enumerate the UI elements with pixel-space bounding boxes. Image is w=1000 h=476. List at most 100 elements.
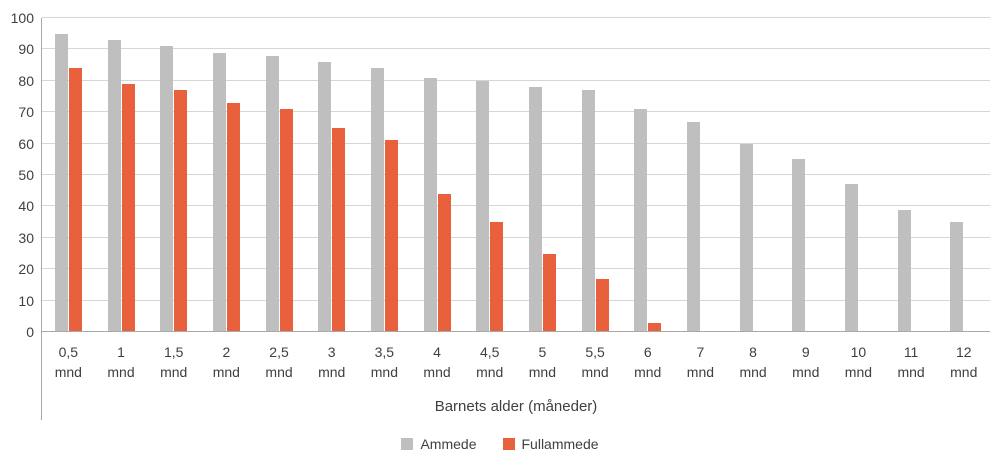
bar-ammede-7 xyxy=(686,121,700,332)
x-axis-title: Barnets alder (måneder) xyxy=(434,398,598,415)
bar-fullammede-4_5 xyxy=(490,222,504,332)
bar-group-6 xyxy=(621,18,674,332)
bar-fullammede-2 xyxy=(226,102,240,332)
bar-ammede-10 xyxy=(844,184,858,332)
x-tick-label-1: 1 mnd xyxy=(107,344,135,380)
bar-ammede-9 xyxy=(792,159,806,332)
x-tick-label-0_5: 0,5 mnd xyxy=(54,344,82,380)
x-tick-label-2_5: 2,5 mnd xyxy=(265,344,293,380)
bar-ammede-2_5 xyxy=(265,55,279,332)
bar-ammede-5 xyxy=(528,87,542,332)
gridline xyxy=(42,174,990,175)
x-tick-label-8: 8 mnd xyxy=(739,344,767,380)
bar-group-8 xyxy=(727,18,780,332)
bar-fullammede-4 xyxy=(437,193,451,332)
x-tick-label-6: 6 mnd xyxy=(634,344,662,380)
legend-item-ammede: Ammede xyxy=(401,436,477,452)
x-tick-label-5: 5 mnd xyxy=(528,344,556,380)
gridline xyxy=(42,111,990,113)
bar-group-12 xyxy=(937,18,990,332)
x-tick-label-11: 11 mnd xyxy=(897,344,925,380)
gridline xyxy=(42,17,990,18)
bar-ammede-1 xyxy=(107,39,121,332)
bar-group-2_5 xyxy=(253,18,306,332)
y-tick-label: 90 xyxy=(18,41,34,58)
y-tick-label: 100 xyxy=(10,10,34,26)
bar-ammede-4 xyxy=(423,77,437,332)
bar-ammede-2 xyxy=(212,52,226,332)
y-axis-line xyxy=(41,18,42,420)
x-tick-label-1_5: 1,5 mnd xyxy=(160,344,188,380)
y-tick-label: 70 xyxy=(18,104,34,121)
x-tick-label-9: 9 mnd xyxy=(792,344,820,380)
x-tick-label-4: 4 mnd xyxy=(423,344,451,380)
x-axis-line xyxy=(41,331,990,332)
legend-label-ammede: Ammede xyxy=(420,436,477,452)
y-axis-labels: 0 10 20 30 40 50 60 70 80 90 100 xyxy=(0,11,34,339)
x-tick-label-10: 10 mnd xyxy=(844,344,873,380)
bar-fullammede-1 xyxy=(121,83,135,332)
bar-fullammede-1_5 xyxy=(174,90,188,332)
x-tick-label-2: 2 mnd xyxy=(212,344,240,380)
bar-group-7 xyxy=(674,18,727,332)
gridline xyxy=(42,142,990,144)
bar-group-4 xyxy=(411,18,464,332)
y-tick-label: 80 xyxy=(18,72,34,89)
gridline xyxy=(42,268,990,270)
legend-swatch-fullammede xyxy=(502,438,515,450)
gridline xyxy=(42,205,990,207)
bar-group-9 xyxy=(779,18,832,332)
legend-label-fullammede: Fullammede xyxy=(521,436,599,452)
legend-item-fullammede: Fullammede xyxy=(502,436,599,452)
gridline xyxy=(42,48,990,50)
y-tick-label: 60 xyxy=(18,135,34,152)
bar-group-1 xyxy=(95,18,148,332)
bar-fullammede-3 xyxy=(332,127,346,332)
x-tick-label-3_5: 3,5 mnd xyxy=(370,344,398,380)
bar-group-4_5 xyxy=(463,18,516,332)
plot-area xyxy=(42,18,990,332)
bar-ammede-4_5 xyxy=(476,80,490,332)
x-tick-label-3: 3 mnd xyxy=(318,344,346,380)
bar-group-1_5 xyxy=(147,18,200,332)
gridline xyxy=(42,236,990,238)
bar-group-5 xyxy=(516,18,569,332)
bar-ammede-1_5 xyxy=(160,46,174,332)
bar-ammede-3 xyxy=(318,61,332,332)
bar-group-3_5 xyxy=(358,18,411,332)
y-tick-label: 30 xyxy=(18,229,34,246)
legend: Ammede Fullammede xyxy=(0,436,1000,452)
x-tick-label-4_5: 4,5 mnd xyxy=(476,344,504,380)
plot-region: 0 10 20 30 40 50 60 70 80 90 100 0,5 mnd 1 mnd 1,5 mnd 2… xyxy=(11,11,990,420)
x-tick-label-12: 12 mnd xyxy=(950,344,978,380)
bar-fullammede-0_5 xyxy=(68,68,82,332)
gridline xyxy=(42,79,990,81)
y-tick-label: 0 xyxy=(26,324,34,340)
bar-group-0_5 xyxy=(42,18,95,332)
bar-ammede-8 xyxy=(739,143,753,332)
bar-fullammede-5_5 xyxy=(595,278,609,332)
y-tick-label: 20 xyxy=(18,261,34,278)
bar-ammede-11 xyxy=(897,209,911,332)
x-tick-label-5_5: 5,5 mnd xyxy=(581,344,609,380)
y-tick-label: 40 xyxy=(18,198,34,215)
gridline xyxy=(42,299,990,301)
bar-fullammede-3_5 xyxy=(384,140,398,332)
bar-ammede-0_5 xyxy=(54,33,68,332)
bar-ammede-3_5 xyxy=(370,68,384,332)
bar-fullammede-6 xyxy=(648,322,662,332)
bar-group-2 xyxy=(200,18,253,332)
bar-group-5_5 xyxy=(569,18,622,332)
bar-group-3 xyxy=(305,18,358,332)
bar-group-11 xyxy=(885,18,938,332)
bar-fullammede-5 xyxy=(542,253,556,332)
bar-fullammede-2_5 xyxy=(279,109,293,332)
bar-ammede-6 xyxy=(634,109,648,332)
bar-group-10 xyxy=(832,18,885,332)
y-tick-label: 10 xyxy=(18,292,34,309)
legend-swatch-ammede xyxy=(401,438,414,450)
gridlines xyxy=(42,17,990,332)
bar-ammede-12 xyxy=(950,222,964,332)
y-tick-label: 50 xyxy=(18,167,34,183)
